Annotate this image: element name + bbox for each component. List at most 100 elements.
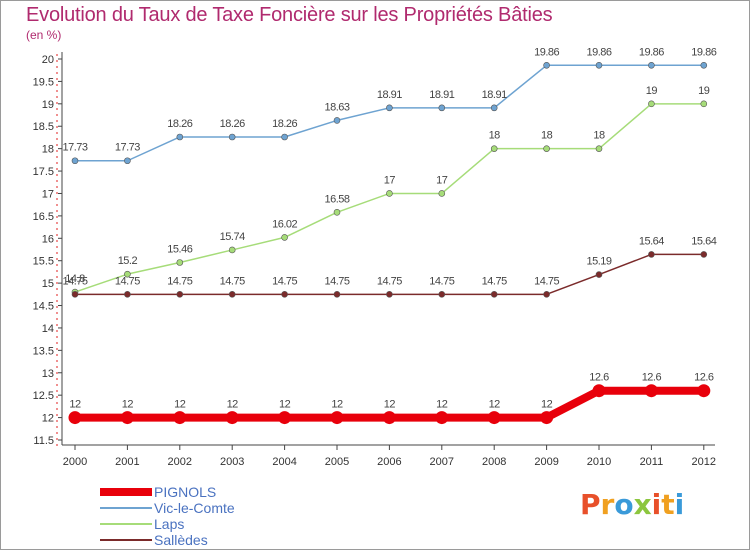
y-tick-label: 18 bbox=[42, 144, 54, 156]
data-point bbox=[386, 190, 393, 197]
y-tick-label: 17 bbox=[42, 188, 54, 200]
data-label: 14.75 bbox=[272, 275, 297, 287]
data-label: 16.02 bbox=[272, 218, 297, 230]
data-point bbox=[228, 133, 236, 141]
chart-title: Evolution du Taux de Taxe Foncière sur l… bbox=[26, 4, 553, 26]
data-point bbox=[281, 234, 288, 241]
x-tick-label: 2008 bbox=[482, 456, 506, 468]
data-point bbox=[438, 104, 446, 112]
data-point bbox=[278, 411, 292, 425]
data-point bbox=[648, 61, 655, 69]
data-label: 17 bbox=[436, 174, 448, 186]
data-point bbox=[595, 145, 603, 152]
data-point bbox=[543, 61, 550, 69]
data-label: 15.19 bbox=[586, 256, 611, 268]
data-label: 14.75 bbox=[429, 275, 454, 287]
data-point bbox=[595, 61, 603, 69]
data-label: 12 bbox=[384, 399, 396, 411]
data-point bbox=[124, 270, 131, 278]
x-tick-label: 2006 bbox=[377, 456, 401, 468]
data-point bbox=[176, 133, 184, 141]
data-label: 17.73 bbox=[115, 142, 140, 154]
data-point bbox=[386, 291, 393, 298]
data-label: 17 bbox=[384, 174, 396, 186]
y-tick-label: 15.5 bbox=[33, 256, 54, 268]
y-tick-label: 13.5 bbox=[33, 345, 54, 357]
data-label: 12 bbox=[174, 399, 186, 411]
data-label: 19 bbox=[646, 85, 658, 97]
y-tick-label: 15 bbox=[42, 278, 54, 290]
data-point bbox=[176, 291, 184, 298]
data-label: 16.58 bbox=[324, 193, 349, 205]
data-point bbox=[595, 271, 603, 278]
legend: PIGNOLS Vic-le-Comte Laps Sallèdes bbox=[100, 484, 320, 548]
y-tick-label: 12.5 bbox=[33, 390, 54, 402]
x-tick-label: 2010 bbox=[587, 456, 611, 468]
data-point bbox=[697, 384, 711, 398]
data-point bbox=[120, 411, 134, 425]
data-label: 19.86 bbox=[691, 46, 716, 58]
logo-letter: x bbox=[633, 488, 652, 521]
logo-letter: o bbox=[614, 488, 634, 521]
data-point bbox=[487, 411, 501, 425]
data-point bbox=[68, 411, 82, 425]
data-label: 18 bbox=[541, 130, 553, 142]
logo-letter: i bbox=[651, 488, 662, 521]
data-point bbox=[173, 411, 187, 425]
legend-label: PIGNOLS bbox=[154, 484, 217, 500]
data-point bbox=[490, 291, 498, 298]
data-point bbox=[438, 190, 446, 197]
legend-item: PIGNOLS bbox=[100, 484, 320, 500]
data-label: 19.86 bbox=[586, 46, 611, 58]
data-label: 14.75 bbox=[167, 275, 192, 287]
y-tick-label: 11.5 bbox=[33, 435, 54, 447]
data-point bbox=[124, 157, 131, 165]
data-label: 18.63 bbox=[324, 101, 349, 113]
data-label: 14.75 bbox=[62, 275, 87, 287]
y-tick-label: 18.5 bbox=[33, 121, 54, 133]
legend-item: Vic-le-Comte bbox=[100, 500, 320, 516]
data-point bbox=[490, 104, 498, 112]
data-label: 14.75 bbox=[377, 275, 402, 287]
data-point bbox=[700, 251, 708, 258]
proxiti-logo: Proxiti bbox=[580, 488, 684, 521]
data-point bbox=[176, 259, 184, 266]
data-label: 15.64 bbox=[691, 235, 716, 247]
data-point bbox=[333, 117, 341, 124]
legend-item: Laps bbox=[100, 516, 320, 532]
data-label: 12 bbox=[69, 399, 81, 411]
x-tick-label: 2007 bbox=[430, 456, 454, 468]
y-tick-label: 14.5 bbox=[33, 301, 54, 313]
y-tick-label: 12 bbox=[42, 413, 54, 425]
x-tick-label: 2005 bbox=[325, 456, 349, 468]
y-tick-label: 20 bbox=[42, 54, 54, 66]
data-point bbox=[124, 291, 131, 298]
data-label: 18.91 bbox=[429, 89, 454, 101]
data-point bbox=[228, 246, 236, 254]
data-label: 12 bbox=[489, 399, 501, 411]
legend-swatch bbox=[100, 488, 152, 496]
data-label: 18.91 bbox=[377, 89, 402, 101]
data-label: 18.26 bbox=[167, 118, 192, 130]
data-label: 18 bbox=[593, 130, 605, 142]
data-point bbox=[281, 133, 288, 141]
data-point bbox=[540, 411, 554, 425]
data-point bbox=[333, 208, 341, 216]
legend-swatch bbox=[100, 539, 152, 541]
data-label: 14.75 bbox=[220, 275, 245, 287]
data-point bbox=[644, 384, 658, 398]
data-point bbox=[700, 61, 708, 69]
data-point bbox=[543, 145, 550, 152]
data-point bbox=[543, 291, 550, 298]
data-label: 12 bbox=[122, 399, 134, 411]
data-label: 15.2 bbox=[118, 255, 138, 267]
legend-item: Sallèdes bbox=[100, 532, 320, 548]
x-tick-label: 2003 bbox=[220, 456, 244, 468]
data-point bbox=[490, 145, 498, 152]
data-label: 18 bbox=[489, 130, 501, 142]
data-point bbox=[648, 251, 655, 258]
data-point bbox=[435, 411, 449, 425]
y-tick-label: 19.5 bbox=[33, 76, 54, 88]
y-tick-label: 16.5 bbox=[33, 211, 54, 223]
data-label: 12 bbox=[279, 399, 291, 411]
